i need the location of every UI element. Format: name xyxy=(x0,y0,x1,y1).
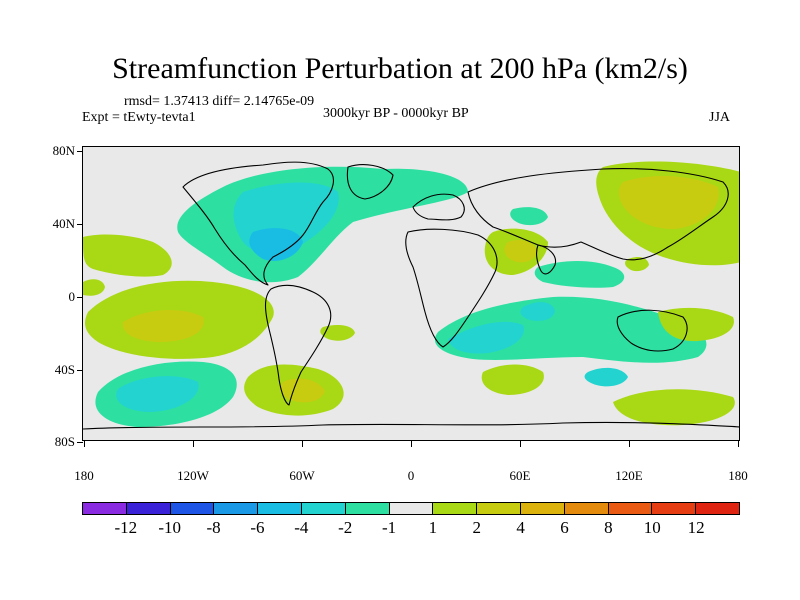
pos-region-south-pacific-east xyxy=(658,307,734,342)
period-label: 3000kyr BP - 0000kyr BP xyxy=(323,106,469,121)
map-title: Streamfunction Perturbation at 200 hPa (… xyxy=(112,52,688,85)
coast-greenland xyxy=(346,164,394,200)
colorbar-label: -8 xyxy=(206,518,221,537)
neg-region-pacific-tropics xyxy=(534,261,625,288)
colorbar-label: 10 xyxy=(643,518,661,537)
neg-region-west-atlantic-small xyxy=(510,207,548,226)
coastlines xyxy=(83,161,739,430)
neg-region-indian-ocean-core xyxy=(448,321,524,354)
pos-region-west-pacific-small xyxy=(625,257,649,272)
colorbar-box xyxy=(520,503,565,514)
colorbar-box xyxy=(258,503,302,514)
colorbar-label: -10 xyxy=(158,518,182,537)
lon-tick xyxy=(302,441,303,447)
lon-tick xyxy=(738,441,739,447)
coast-australia xyxy=(616,309,688,352)
lon-label-120e: 120E xyxy=(615,468,643,483)
streamfunction-map xyxy=(83,161,739,430)
lat-label-80n: 80N xyxy=(52,143,75,158)
lat-label-80s: 80S xyxy=(54,434,75,449)
colorbar-label: -12 xyxy=(114,518,138,537)
lon-label-60w: 60W xyxy=(289,468,315,483)
neg-region-south-pacific-core xyxy=(116,376,199,412)
lat-label-0: 0 xyxy=(68,289,76,304)
coast-asia xyxy=(467,168,729,261)
pos-region-north-africa-core xyxy=(504,240,538,263)
coast-south-america xyxy=(264,284,332,406)
colorbar-box xyxy=(696,503,739,514)
colorbar-box xyxy=(345,503,390,514)
pos-region-south-indian xyxy=(481,364,544,395)
stats-text: rmsd= 1.37413 diff= 2.14765e-09 xyxy=(124,94,315,109)
experiment-label: Expt = tEwty-tevta1 xyxy=(82,110,196,125)
colorbar-box xyxy=(83,503,127,514)
lon-tick xyxy=(411,441,412,447)
colorbar-label: -4 xyxy=(294,518,309,537)
lat-label-40s: 40S xyxy=(54,362,75,377)
colorbar-label: 6 xyxy=(560,518,569,537)
coast-india xyxy=(536,244,557,275)
lon-label-180w: 180 xyxy=(74,468,94,483)
colorbar xyxy=(82,502,740,515)
pos-region-tropical-atlantic-core xyxy=(122,310,204,342)
pos-region-west-pacific-edge xyxy=(83,279,105,296)
lon-label-180e: 180 xyxy=(728,468,748,483)
colorbar-box xyxy=(301,503,346,514)
season-label: JJA xyxy=(709,110,731,125)
lon-label-60e: 60E xyxy=(509,468,531,483)
colorbar-label: 4 xyxy=(516,518,525,537)
neg-region-se-australia xyxy=(584,367,628,387)
colorbar-box xyxy=(433,503,478,514)
lat-tick xyxy=(77,442,83,443)
map-panel xyxy=(82,146,740,441)
pos-region-east-asia-core xyxy=(618,175,719,229)
colorbar-box xyxy=(389,503,434,514)
lat-tick xyxy=(77,224,83,225)
colorbar-label: -6 xyxy=(250,518,265,537)
coast-antarctica xyxy=(83,421,739,430)
lat-tick xyxy=(77,370,83,371)
lon-tick xyxy=(84,441,85,447)
pos-region-south-australia xyxy=(613,389,735,426)
lon-label-120w: 120W xyxy=(177,468,209,483)
pos-region-mid-atlantic xyxy=(320,325,355,341)
neg-region-indian-ocean-core-2 xyxy=(520,302,555,321)
colorbar-box xyxy=(126,503,171,514)
neg-region-gulf xyxy=(249,228,303,262)
colorbar-box xyxy=(564,503,609,514)
colorbar-box xyxy=(652,503,697,514)
colorbar-box xyxy=(477,503,521,514)
colorbar-box xyxy=(170,503,215,514)
colorbar-box xyxy=(608,503,653,514)
coast-north-america xyxy=(182,161,334,286)
lon-tick xyxy=(520,441,521,447)
colorbar-label: 8 xyxy=(604,518,613,537)
colorbar-label: 1 xyxy=(428,518,438,537)
lat-tick xyxy=(77,151,83,152)
colorbar-label: -1 xyxy=(381,518,397,537)
lat-label-40n: 40N xyxy=(52,216,75,231)
colorbar-label: -2 xyxy=(338,518,353,537)
colorbar-label: 2 xyxy=(472,518,482,537)
colorbar-label: 12 xyxy=(687,518,705,537)
lon-tick xyxy=(193,441,194,447)
lon-tick xyxy=(629,441,630,447)
coast-europe xyxy=(412,193,465,221)
lat-tick xyxy=(77,297,83,298)
coast-africa xyxy=(405,228,498,348)
pos-region-north-pacific xyxy=(83,234,172,277)
lon-label-0: 0 xyxy=(407,468,415,483)
colorbar-box xyxy=(214,503,259,514)
